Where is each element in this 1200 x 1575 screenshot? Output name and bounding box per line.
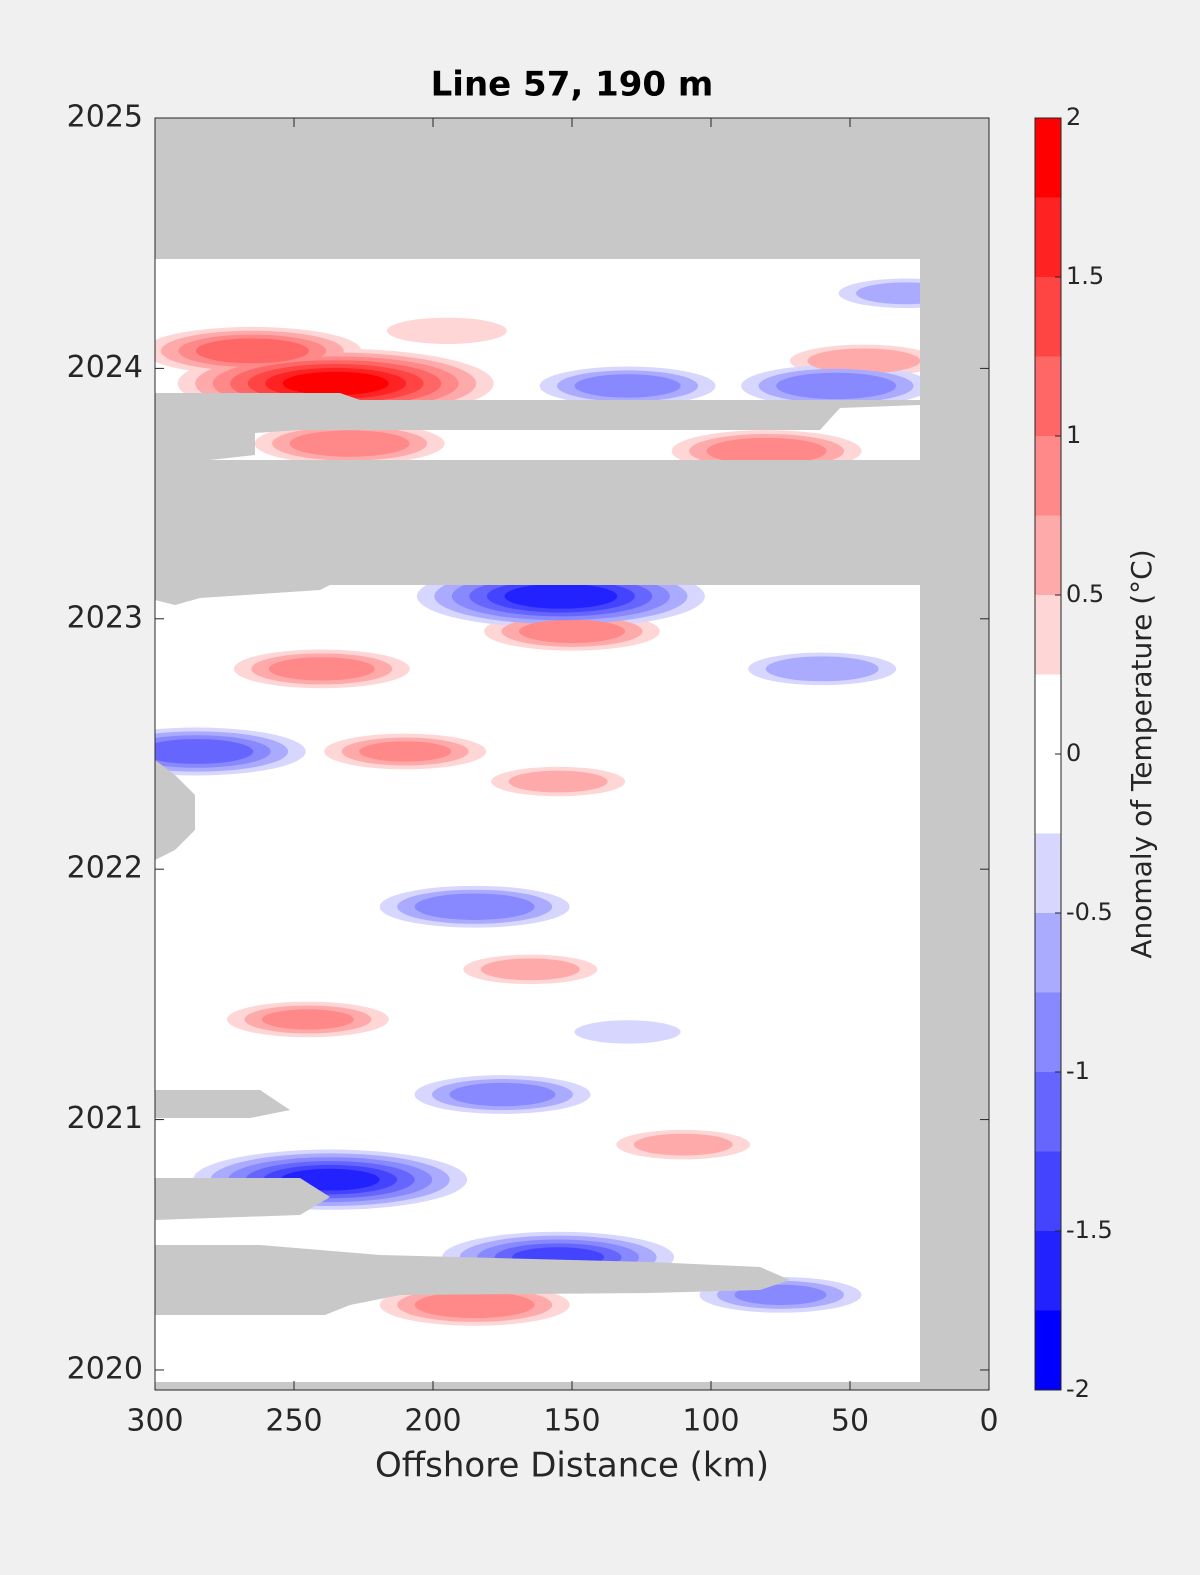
colorbar-band — [1035, 1072, 1061, 1152]
contour-level — [261, 1009, 354, 1030]
colorbar — [1035, 118, 1061, 1390]
x-tick-label: 200 — [404, 1404, 461, 1439]
chart-title: Line 57, 190 m — [431, 65, 714, 105]
contour-level — [508, 770, 608, 793]
colorbar-band — [1035, 1151, 1061, 1231]
y-tick-label: 2025 — [67, 100, 143, 135]
contour-level — [386, 317, 507, 345]
contour-level — [706, 437, 827, 465]
x-tick-label: 50 — [831, 1404, 869, 1439]
colorbar-band — [1035, 833, 1061, 913]
colorbar-band — [1035, 356, 1061, 436]
x-tick-label: 250 — [265, 1404, 322, 1439]
no-data-mask — [155, 393, 920, 1390]
contour-level — [414, 893, 535, 920]
colorbar-tick-label: -1 — [1066, 1057, 1090, 1085]
colorbar-band — [1035, 1310, 1061, 1390]
colorbar-band — [1035, 1231, 1061, 1311]
colorbar-band — [1035, 118, 1061, 198]
contour-level — [765, 656, 879, 682]
contour-level — [856, 282, 920, 305]
x-tick-label: 100 — [682, 1404, 739, 1439]
colorbar-tick-label: -1.5 — [1066, 1216, 1113, 1244]
colorbar-band — [1035, 913, 1061, 993]
y-tick-label: 2023 — [67, 600, 143, 635]
contour-level — [195, 338, 309, 364]
colorbar-tick-label: -2 — [1066, 1375, 1090, 1403]
colorbar-tick-label: 0 — [1066, 739, 1081, 767]
contour-level — [633, 1133, 733, 1156]
colorbar-band — [1035, 674, 1061, 754]
x-axis-label: Offshore Distance (km) — [375, 1446, 769, 1486]
contour-level — [155, 739, 254, 764]
contour-level — [289, 430, 410, 457]
contour-level — [574, 374, 681, 398]
y-tick-label: 2020 — [67, 1351, 143, 1386]
colorbar-band — [1035, 515, 1061, 595]
contour-level — [480, 958, 580, 981]
colorbar-tick-label: 1 — [1066, 421, 1081, 449]
contour-level — [359, 741, 452, 762]
colorbar-tick-label: 0.5 — [1066, 580, 1104, 608]
colorbar-tick-label: -0.5 — [1066, 898, 1113, 926]
x-tick-label: 300 — [126, 1404, 183, 1439]
contour-level — [776, 372, 897, 400]
colorbar-band — [1035, 754, 1061, 834]
contour-level — [519, 619, 625, 643]
contour-level — [504, 583, 618, 609]
y-tick-label: 2022 — [67, 851, 143, 886]
colorbar-band — [1035, 277, 1061, 357]
colorbar-tick-label: 2 — [1066, 103, 1081, 131]
contour-level — [807, 348, 920, 374]
contour-level — [268, 657, 375, 681]
contour-level — [574, 1020, 681, 1044]
colorbar-band — [1035, 197, 1061, 277]
colorbar-tick-label: 1.5 — [1066, 262, 1104, 290]
x-tick-label: 150 — [543, 1404, 600, 1439]
colorbar-band — [1035, 436, 1061, 516]
colorbar-label: Anomaly of Temperature (°C) — [1125, 549, 1158, 958]
colorbar-band — [1035, 595, 1061, 675]
y-tick-label: 2021 — [67, 1101, 143, 1136]
contour-level — [282, 371, 389, 396]
contour-level — [414, 1291, 535, 1319]
x-tick-label: 0 — [979, 1404, 998, 1439]
contour-level — [449, 1082, 556, 1107]
y-tick-label: 2024 — [67, 350, 143, 385]
colorbar-band — [1035, 992, 1061, 1072]
